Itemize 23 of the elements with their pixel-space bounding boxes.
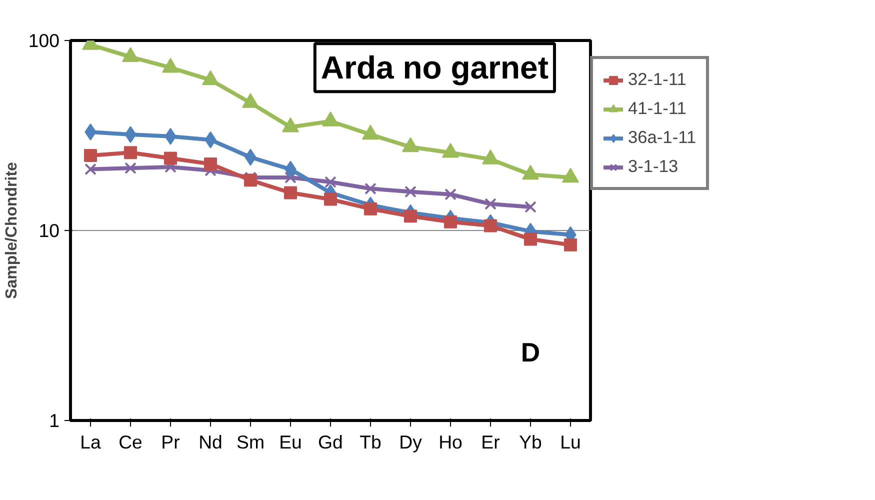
x-tick-label: Nd [198,432,222,452]
annotation: D [520,338,540,368]
x-tick-label: Lu [560,432,581,452]
legend-label: 32-1-11 [628,69,686,90]
x-tick-label: Ce [118,432,142,452]
x-tick-label: Gd [318,432,343,452]
x-tick-label: Sm [236,432,264,452]
y-axis-title: Sample/Chondrite [3,162,20,299]
y-tick-label: 1 [49,410,60,431]
x-tick-label: Tb [360,432,382,452]
x-tick-label: Eu [279,432,302,452]
x-tick-label: Ho [438,432,462,452]
legend-label: 36a-1-11 [628,127,696,148]
legend-label: 3-1-13 [628,156,678,177]
legend-label: 41-1-11 [628,98,686,119]
x-tick-label: Er [481,432,500,452]
y-tick-label: 10 [38,220,60,241]
x-tick-label: Yb [519,432,542,452]
x-tick-label: Pr [161,432,180,452]
chart-title: Arda no garnet [320,50,549,86]
y-tick-label: 100 [28,30,60,51]
x-tick-label: Dy [399,432,423,452]
x-tick-label: La [80,432,102,452]
